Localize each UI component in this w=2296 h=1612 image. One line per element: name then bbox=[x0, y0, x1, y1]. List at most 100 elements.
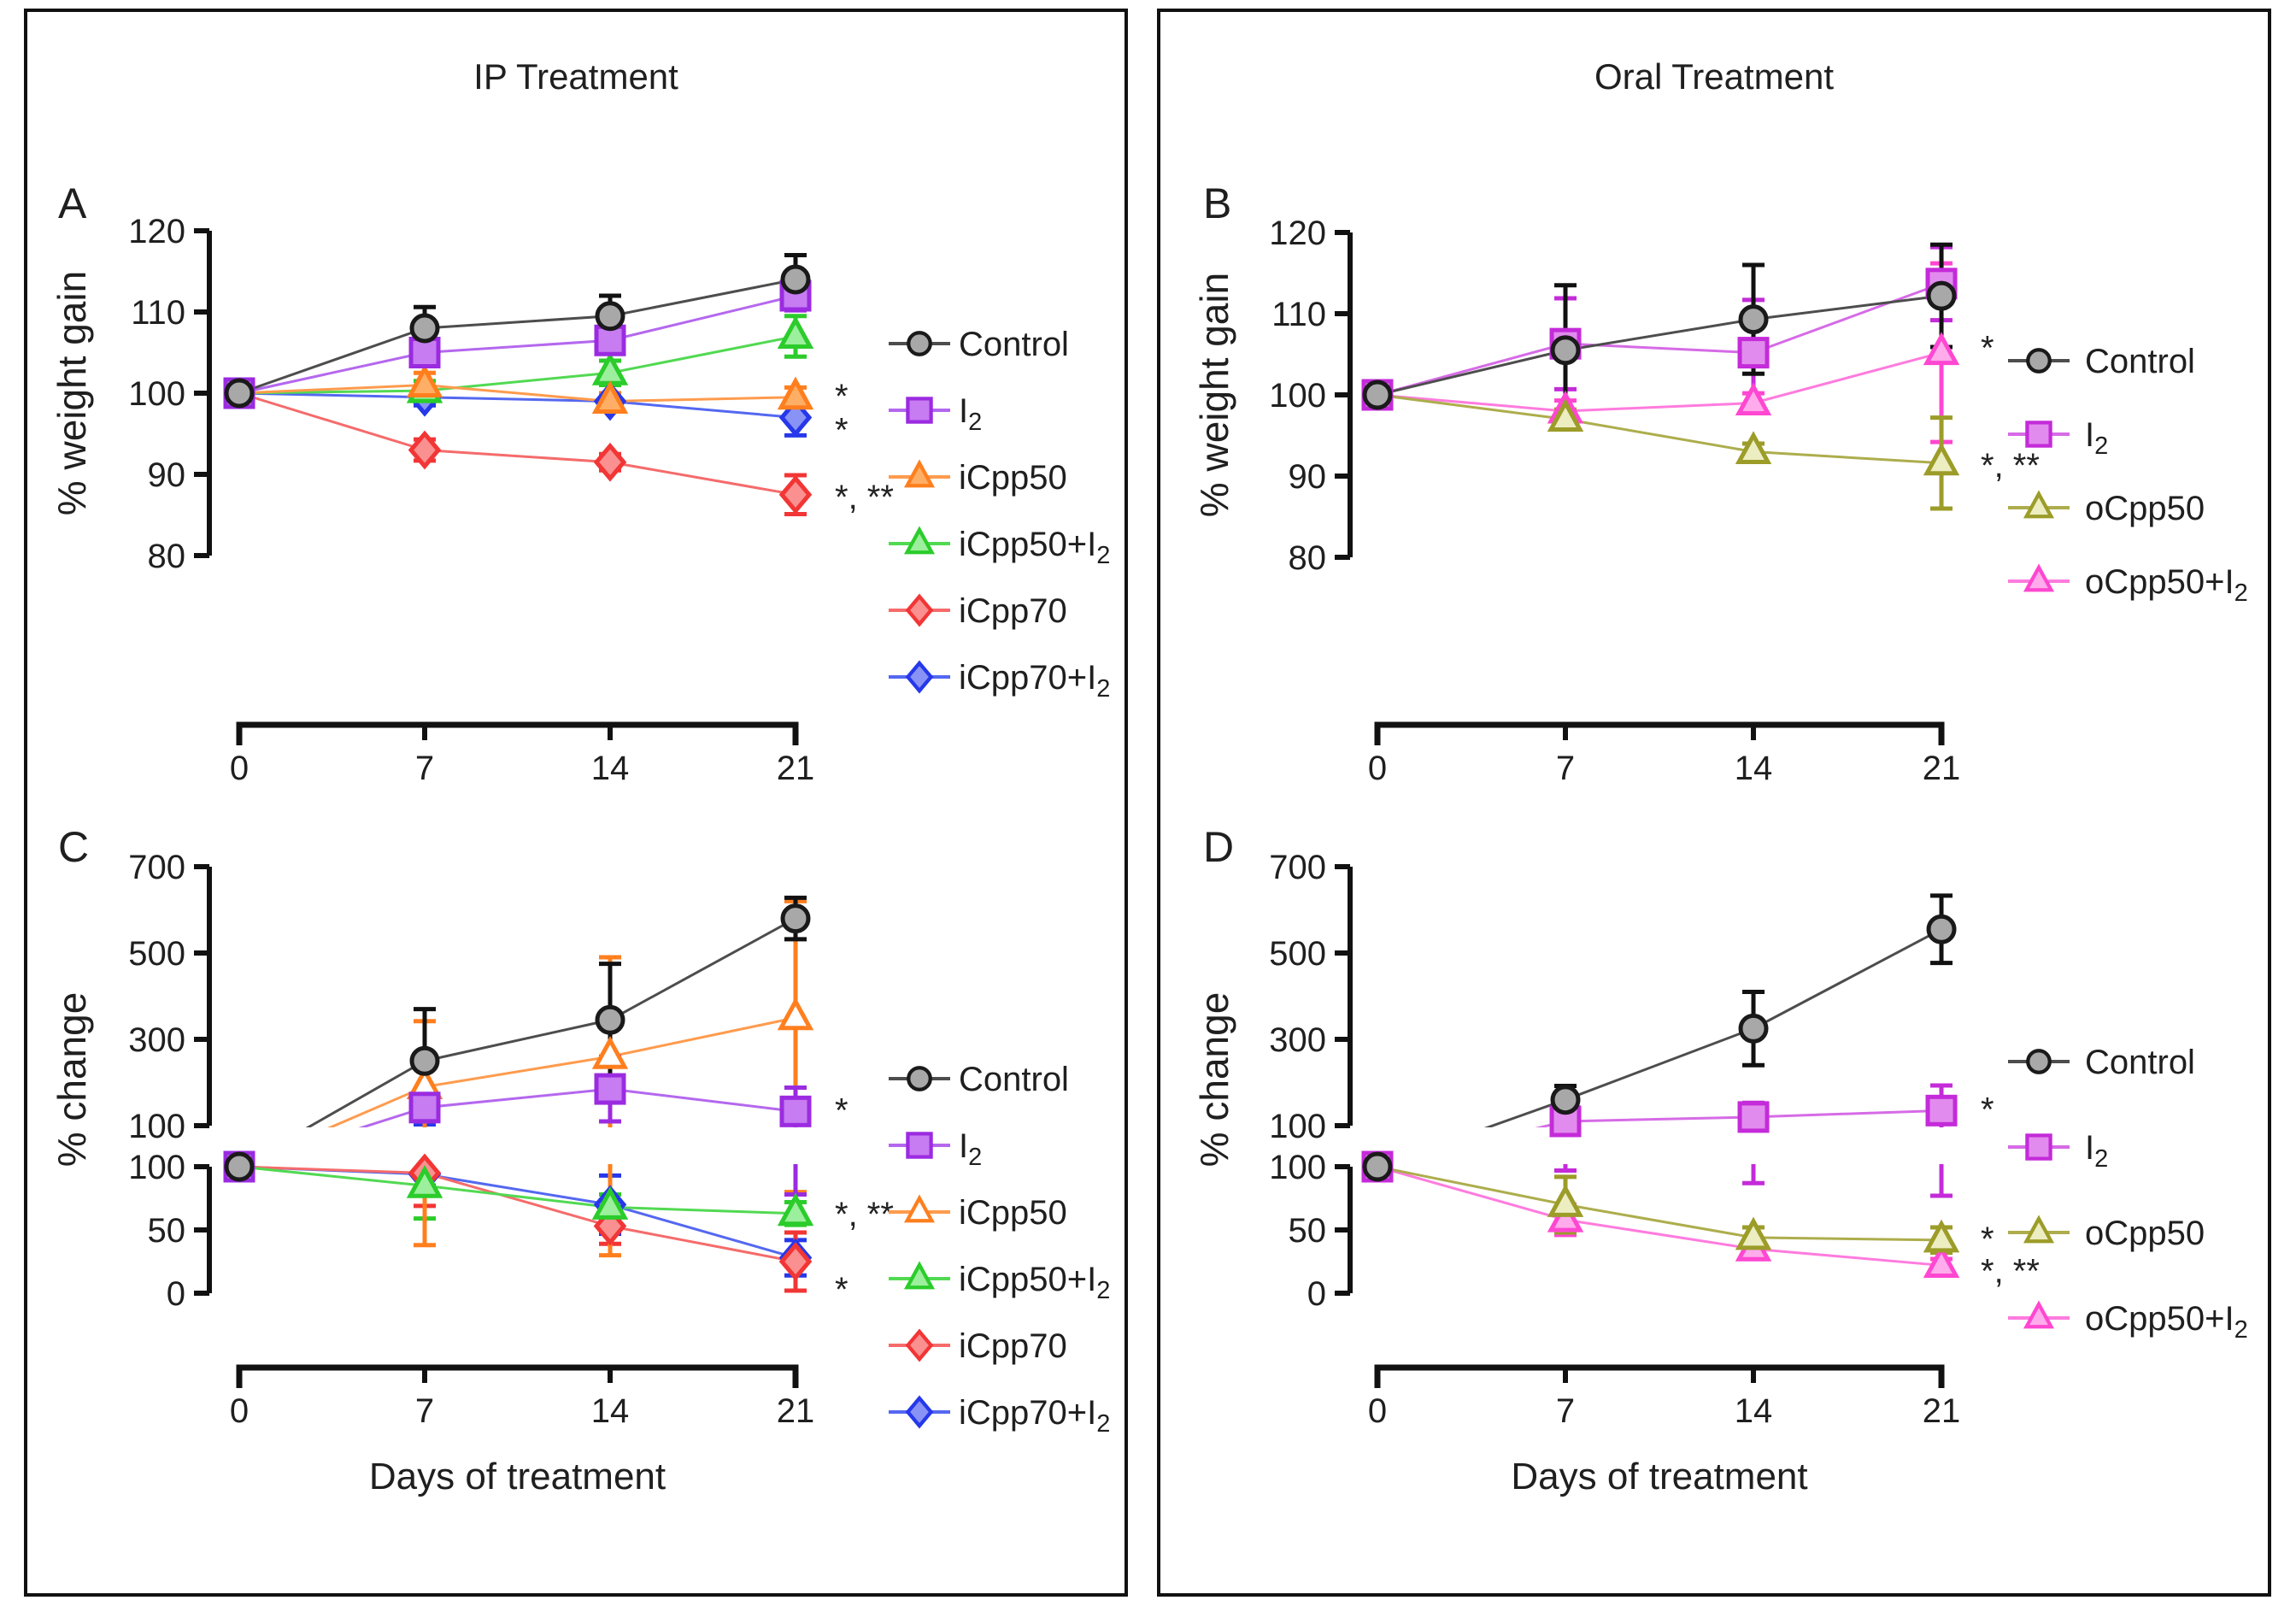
series-marker-ocpp50 bbox=[1735, 431, 1772, 464]
series-marker-ocpp50_i2 bbox=[1923, 332, 1960, 366]
y-tick-label: 90 bbox=[1289, 458, 1327, 496]
series-marker-i2 bbox=[779, 1095, 812, 1127]
series-marker-control-circle bbox=[1926, 914, 1957, 944]
series-marker-control bbox=[224, 1151, 255, 1182]
y-tick-label: 100 bbox=[1269, 377, 1326, 415]
series-pass bbox=[238, 1164, 807, 1293]
y-tick-label: 300 bbox=[128, 1021, 185, 1059]
series-marker-i2 bbox=[1737, 1101, 1770, 1133]
sig-ocpp50_i2: * bbox=[1981, 330, 1994, 368]
series-marker-icpp50_i2-triangle bbox=[777, 315, 814, 349]
y-tick-label: 0 bbox=[1307, 1275, 1326, 1313]
legend-label-ocpp50_i2: oCpp50+I2 bbox=[2085, 563, 2248, 607]
series-marker-control-circle bbox=[224, 1151, 255, 1182]
legend-marker-i2 bbox=[906, 1132, 933, 1159]
series-marker-icpp70 bbox=[778, 1242, 813, 1281]
series-marker-control-circle bbox=[1926, 280, 1957, 311]
series-marker-control bbox=[409, 313, 440, 344]
legend-marker-i2 bbox=[906, 397, 933, 424]
sig-i2: * bbox=[835, 1091, 849, 1129]
y-tick-label: 300 bbox=[1269, 1021, 1326, 1059]
series-marker-icpp50_i2 bbox=[777, 1192, 814, 1227]
series-marker-ocpp50-triangle bbox=[1923, 1219, 1960, 1253]
series-marker-control bbox=[595, 1004, 625, 1035]
series-marker-control-circle bbox=[1362, 1151, 1393, 1182]
series-line-ocpp50_i2 bbox=[1377, 1165, 1942, 1267]
x-tick-label: 0 bbox=[230, 1392, 249, 1430]
series-pass bbox=[1377, 1164, 1953, 1274]
legend-marker-control bbox=[2026, 348, 2052, 374]
legend-label-icpp70: iCpp70 bbox=[959, 592, 1067, 630]
series-marker-control bbox=[1738, 1013, 1769, 1044]
legend-label-sub: 2 bbox=[2234, 1316, 2248, 1344]
series-marker-control-circle bbox=[1738, 1013, 1769, 1044]
y-tick-label: 100 bbox=[128, 375, 185, 413]
series-marker-control bbox=[409, 1045, 440, 1076]
x-tick-label: 14 bbox=[1735, 750, 1773, 787]
legend-marker-icpp50_i2-triangle bbox=[903, 1261, 936, 1290]
series-marker-icpp50-triangle bbox=[591, 380, 629, 414]
y-tick-label: 120 bbox=[1269, 215, 1326, 252]
legend-label-icpp70_i2: iCpp70+I2 bbox=[959, 1394, 1110, 1438]
legend-marker-i2-square bbox=[2025, 421, 2052, 448]
legend-marker-icpp50 bbox=[903, 459, 936, 488]
x-axis bbox=[1374, 1364, 1945, 1388]
legend-marker-icpp50-triangle bbox=[903, 459, 936, 488]
legend-label-ocpp50: oCpp50 bbox=[2085, 1215, 2205, 1252]
x-tick-label: 7 bbox=[1556, 750, 1575, 787]
legend-marker-icpp70_i2-diamond bbox=[905, 1395, 934, 1429]
chart-a-weight-gain-ip: 120 110 100 90 80 0 7 14 21 % weight gain A * *, ** *… bbox=[50, 179, 1110, 787]
x-tick-label: 7 bbox=[415, 1392, 434, 1430]
panel-letter: A bbox=[58, 179, 87, 227]
series-line-ocpp50_i2 bbox=[1377, 351, 1942, 413]
legend-label-i2: I2 bbox=[2085, 416, 2108, 460]
series-line-i2 bbox=[358, 1087, 796, 1127]
legend-label-sub: 2 bbox=[1096, 1410, 1110, 1438]
series-marker-control-circle bbox=[595, 301, 625, 332]
series-marker-icpp50_i2 bbox=[777, 315, 814, 349]
x-axis bbox=[236, 721, 799, 745]
legend-label-i2: I2 bbox=[2085, 1129, 2108, 1173]
legend-label-sub: 2 bbox=[1096, 675, 1110, 703]
series-marker-control-circle bbox=[780, 903, 811, 934]
x-tick-label: 14 bbox=[591, 750, 630, 787]
panel-letter: D bbox=[1203, 823, 1234, 871]
series-marker-control bbox=[595, 301, 625, 332]
series-line-icpp70 bbox=[239, 1167, 796, 1262]
series-marker-icpp50_i2-triangle bbox=[591, 1186, 629, 1220]
series-pass bbox=[1483, 893, 1953, 1127]
series-marker-icpp70-diamond bbox=[408, 430, 442, 470]
legend-marker-control-circle bbox=[907, 1066, 932, 1091]
legend-marker-icpp70 bbox=[905, 593, 934, 627]
series-marker-i2 bbox=[408, 1091, 441, 1124]
legend-label-sub: 2 bbox=[2094, 1145, 2108, 1173]
series-marker-ocpp50 bbox=[1547, 398, 1584, 432]
y-tick-label: 500 bbox=[128, 935, 185, 973]
x-tick-label: 0 bbox=[230, 750, 249, 787]
series-marker-ocpp50_i2-triangle bbox=[1923, 332, 1960, 366]
series-marker-i2-square bbox=[1925, 1094, 1958, 1127]
x-axis-title: Days of treatment bbox=[1511, 1456, 1807, 1497]
y-tick-label: 500 bbox=[1269, 935, 1326, 973]
series-marker-icpp50-triangle bbox=[777, 376, 814, 410]
x-tick-label: 21 bbox=[1923, 750, 1961, 787]
series-marker-ocpp50-triangle bbox=[1923, 442, 1960, 476]
series-marker-ocpp50 bbox=[1735, 1216, 1772, 1250]
legend-marker-control-circle bbox=[2026, 1049, 2052, 1074]
x-tick-label: 21 bbox=[777, 1392, 815, 1430]
oral-panel-title: Oral Treatment bbox=[1594, 56, 1835, 97]
series-marker-control bbox=[1926, 914, 1957, 944]
sig-icpp70: *, ** bbox=[835, 479, 894, 516]
series-pass bbox=[238, 253, 807, 517]
legend-label-control: Control bbox=[2085, 1044, 2195, 1081]
legend-label-ocpp50_i2: oCpp50+I2 bbox=[2085, 1300, 2248, 1344]
legend-marker-control-circle bbox=[2026, 348, 2052, 374]
series-line-control bbox=[1377, 294, 1942, 397]
series-line-icpp50_i2 bbox=[238, 1165, 796, 1215]
series-marker-control-circle bbox=[409, 1045, 440, 1076]
y-tick-label: 100 bbox=[128, 1108, 185, 1145]
sig-ocpp50: * bbox=[1981, 1221, 1994, 1258]
legend-marker-i2-square bbox=[906, 397, 933, 424]
series-marker-i2 bbox=[594, 1073, 626, 1105]
legend-marker-icpp70-diamond bbox=[905, 1328, 934, 1362]
